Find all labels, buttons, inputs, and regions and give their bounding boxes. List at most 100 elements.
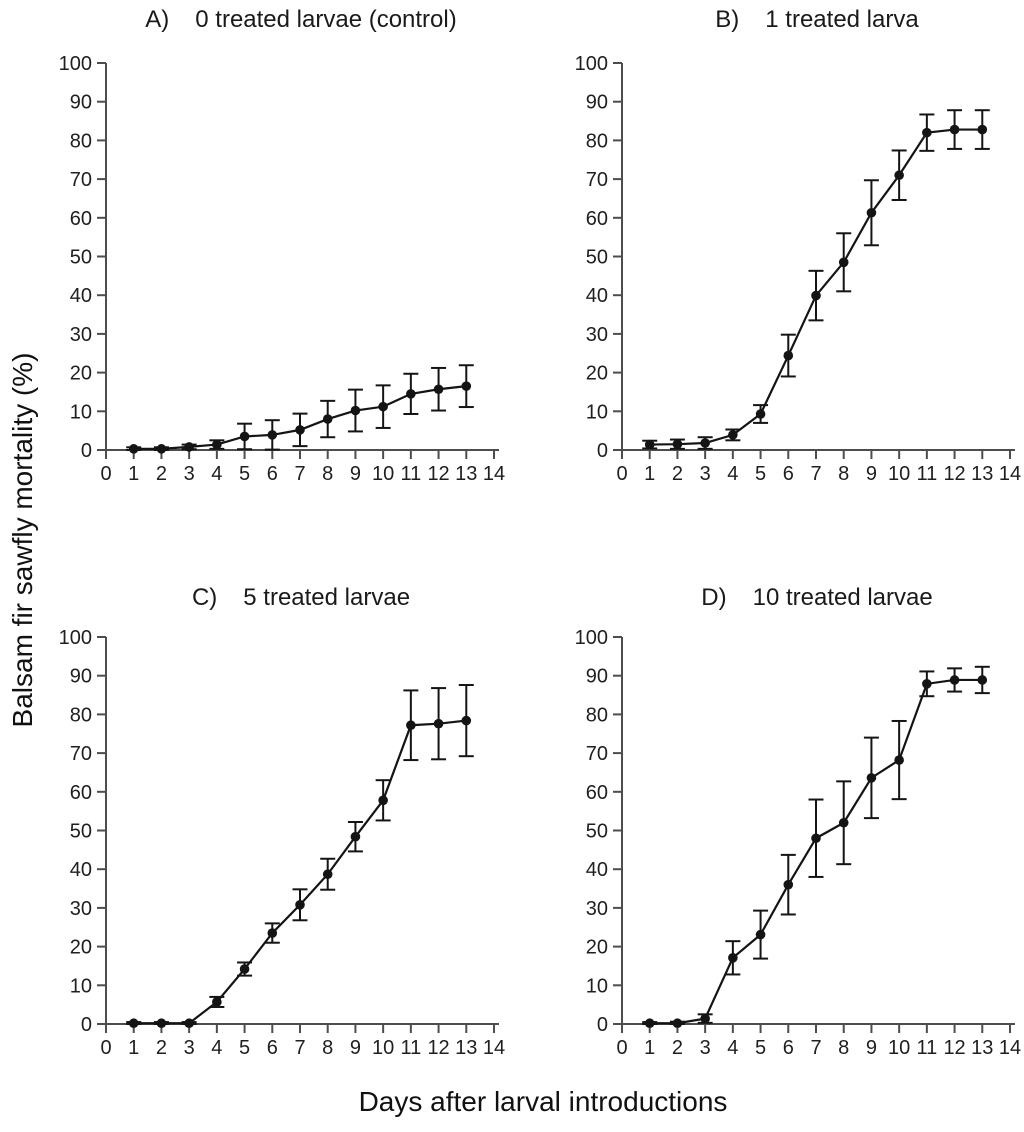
svg-text:4: 4: [727, 1037, 738, 1059]
svg-text:10: 10: [586, 975, 608, 997]
svg-text:100: 100: [59, 627, 92, 649]
svg-text:5: 5: [239, 1037, 250, 1059]
svg-text:11: 11: [916, 463, 937, 485]
svg-text:3: 3: [700, 463, 711, 485]
svg-text:90: 90: [70, 92, 92, 114]
svg-text:0: 0: [616, 1037, 627, 1059]
markers: [128, 715, 472, 1029]
svg-text:13: 13: [455, 463, 477, 485]
svg-text:70: 70: [70, 169, 92, 191]
svg-text:90: 90: [586, 666, 608, 688]
panel-a-title: A) 0 treated larvae (control): [106, 6, 496, 34]
panel-a-label: 0 treated larvae (control): [195, 6, 457, 33]
svg-text:100: 100: [575, 53, 608, 75]
svg-text:30: 30: [70, 898, 92, 920]
svg-text:10: 10: [70, 401, 92, 423]
svg-text:40: 40: [70, 285, 92, 307]
svg-text:20: 20: [586, 937, 608, 959]
svg-text:4: 4: [727, 463, 738, 485]
axes: [613, 62, 1015, 459]
svg-text:10: 10: [888, 1037, 910, 1059]
svg-text:14: 14: [999, 463, 1021, 485]
svg-text:2: 2: [672, 463, 683, 485]
svg-text:80: 80: [586, 130, 608, 152]
svg-text:13: 13: [971, 463, 993, 485]
panel-d-letter: D): [701, 584, 727, 611]
svg-text:14: 14: [483, 1037, 505, 1059]
svg-text:12: 12: [427, 1037, 449, 1059]
svg-text:1: 1: [644, 463, 655, 485]
svg-text:40: 40: [586, 285, 608, 307]
svg-text:0: 0: [597, 440, 608, 462]
svg-text:50: 50: [70, 247, 92, 269]
y-axis-label: Balsam fir sawfly mortality (%): [7, 352, 38, 728]
svg-text:30: 30: [586, 324, 608, 346]
panel-c-label: 5 treated larvae: [243, 584, 411, 611]
svg-text:9: 9: [350, 463, 361, 485]
svg-text:80: 80: [586, 704, 608, 726]
svg-text:10: 10: [372, 1037, 394, 1059]
error-bars: [642, 109, 990, 450]
svg-text:9: 9: [866, 463, 877, 485]
svg-text:4: 4: [211, 463, 222, 485]
markers: [644, 675, 988, 1029]
svg-text:90: 90: [586, 92, 608, 114]
svg-text:70: 70: [70, 743, 92, 765]
svg-text:2: 2: [156, 463, 167, 485]
svg-text:2: 2: [672, 1037, 683, 1059]
svg-text:30: 30: [586, 898, 608, 920]
svg-text:100: 100: [575, 627, 608, 649]
svg-text:50: 50: [70, 821, 92, 843]
svg-text:6: 6: [267, 1037, 278, 1059]
svg-text:50: 50: [586, 821, 608, 843]
svg-text:5: 5: [239, 463, 250, 485]
svg-text:80: 80: [70, 704, 92, 726]
panel-c-title: C) 5 treated larvae: [106, 584, 496, 612]
panel-c-letter: C): [191, 584, 218, 611]
error-bars: [126, 683, 474, 1025]
svg-text:9: 9: [350, 1037, 361, 1059]
svg-text:3: 3: [700, 1037, 711, 1059]
svg-text:10: 10: [372, 463, 394, 485]
svg-text:4: 4: [211, 1037, 222, 1059]
error-bars: [642, 665, 990, 1025]
markers: [644, 124, 988, 450]
svg-text:7: 7: [810, 463, 821, 485]
svg-text:20: 20: [586, 363, 608, 385]
svg-text:40: 40: [70, 859, 92, 881]
svg-text:9: 9: [866, 1037, 877, 1059]
svg-text:13: 13: [455, 1037, 477, 1059]
svg-text:6: 6: [267, 463, 278, 485]
svg-text:14: 14: [483, 463, 505, 485]
svg-text:11: 11: [400, 1037, 421, 1059]
svg-text:0: 0: [616, 463, 627, 485]
svg-text:12: 12: [943, 463, 965, 485]
svg-text:5: 5: [755, 1037, 766, 1059]
x-axis-label: Days after larval introductions: [358, 1086, 728, 1117]
svg-text:70: 70: [586, 743, 608, 765]
svg-text:0: 0: [81, 440, 92, 462]
svg-text:90: 90: [70, 666, 92, 688]
svg-text:20: 20: [70, 363, 92, 385]
svg-text:80: 80: [70, 130, 92, 152]
svg-text:60: 60: [586, 782, 608, 804]
svg-text:0: 0: [81, 1014, 92, 1036]
svg-text:12: 12: [427, 463, 449, 485]
svg-text:0: 0: [597, 1014, 608, 1036]
svg-text:1: 1: [644, 1037, 655, 1059]
svg-text:0: 0: [100, 1037, 111, 1059]
markers: [128, 381, 472, 454]
panel-d-title: D) 10 treated larvae: [622, 584, 1012, 612]
series-line: [133, 719, 467, 1025]
svg-text:12: 12: [943, 1037, 965, 1059]
panel-b-label: 1 treated larva: [765, 6, 919, 33]
svg-text:20: 20: [70, 937, 92, 959]
svg-text:60: 60: [70, 782, 92, 804]
svg-text:70: 70: [586, 169, 608, 191]
svg-text:8: 8: [322, 1037, 333, 1059]
